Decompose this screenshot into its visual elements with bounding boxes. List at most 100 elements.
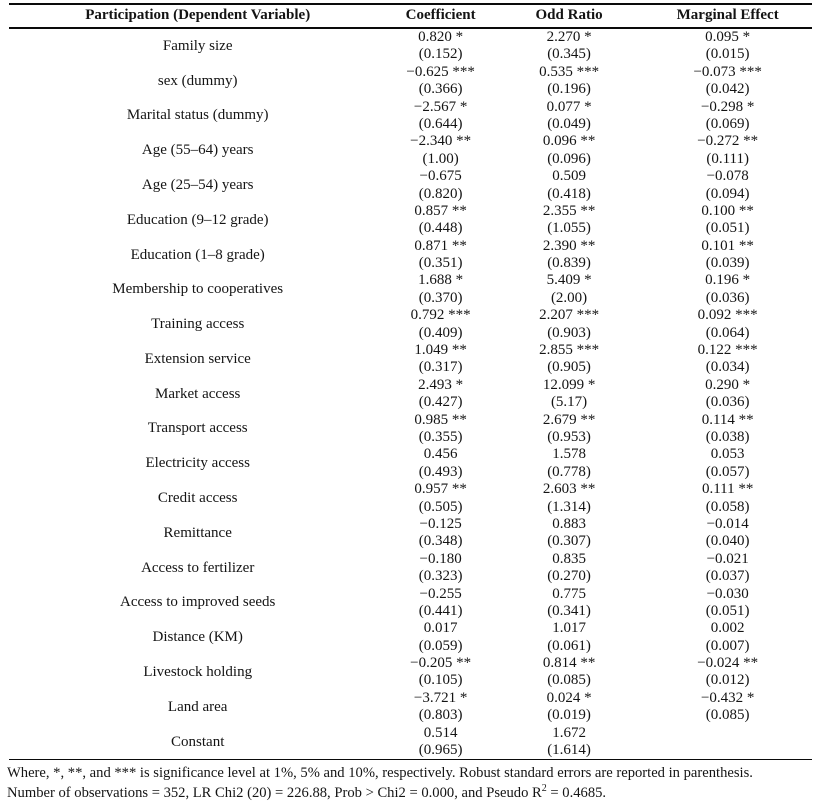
marginal-effect-cell bbox=[643, 725, 812, 760]
coefficient-std-error: (0.803) bbox=[418, 707, 463, 724]
marginal-effect-std-error: (0.036) bbox=[705, 394, 750, 411]
marginal-effect-cell: −0.078 (0.094) bbox=[643, 168, 812, 203]
coefficient-value: 1.049 ** bbox=[414, 342, 467, 359]
coefficient-value: −0.180 bbox=[419, 550, 462, 567]
variable-label: Remittance bbox=[163, 524, 232, 541]
model-stats-text: Number of observations = 352, LR Chi2 (2… bbox=[7, 784, 542, 801]
marginal-effect-std-error: (0.034) bbox=[705, 359, 750, 376]
coefficient-cell: −0.675 (0.820) bbox=[386, 168, 494, 203]
marginal-effect-std-error bbox=[643, 742, 812, 759]
variable-label: Age (55–64) years bbox=[141, 142, 254, 159]
odd-ratio-cell: 0.509 (0.418) bbox=[495, 168, 644, 203]
coefficient-cell: 0.985 ** (0.355) bbox=[386, 412, 494, 447]
significance-note: Where, *, **, and *** is significance le… bbox=[7, 765, 753, 782]
coefficient-value: −2.340 ** bbox=[410, 133, 472, 150]
odd-ratio-value: 2.603 ** bbox=[542, 481, 596, 498]
variable-label: Distance (KM) bbox=[152, 629, 243, 646]
marginal-effect-value: 0.122 *** bbox=[697, 342, 758, 359]
odd-ratio-value: 2.207 *** bbox=[539, 307, 600, 324]
table-row: Membership to cooperatives 1.688 * (0.37… bbox=[9, 272, 812, 307]
marginal-effect-std-error: (0.064) bbox=[705, 324, 750, 341]
marginal-effect-cell: −0.298 * (0.069) bbox=[643, 99, 812, 134]
marginal-effect-value: 0.095 * bbox=[705, 29, 751, 45]
marginal-effect-std-error: (0.042) bbox=[705, 81, 750, 98]
odd-ratio-std-error: (5.17) bbox=[550, 394, 588, 411]
coefficient-value: −0.205 ** bbox=[410, 655, 472, 672]
odd-ratio-std-error: (0.418) bbox=[547, 185, 591, 202]
odd-ratio-value: 0.883 bbox=[552, 515, 586, 532]
marginal-effect-std-error: (0.015) bbox=[705, 46, 750, 63]
marginal-effect-value: 0.111 ** bbox=[701, 481, 754, 498]
marginal-effect-value: −0.014 bbox=[706, 515, 749, 532]
odd-ratio-value: 1.578 bbox=[552, 446, 586, 463]
coefficient-value: −0.255 bbox=[419, 585, 462, 602]
coefficient-cell: −2.340 ** (1.00) bbox=[386, 133, 494, 168]
marginal-effect-cell: 0.053 (0.057) bbox=[643, 446, 812, 481]
marginal-effect-cell: −0.014 (0.040) bbox=[643, 516, 812, 551]
variable-label: Access to fertilizer bbox=[141, 559, 255, 576]
coefficient-std-error: (0.317) bbox=[418, 359, 463, 376]
coefficient-cell: −2.567 * (0.644) bbox=[386, 99, 494, 134]
variable-label: Constant bbox=[171, 733, 225, 750]
marginal-effect-std-error: (0.036) bbox=[705, 289, 750, 306]
variable-label: Electricity access bbox=[145, 455, 250, 472]
marginal-effect-value: 0.196 * bbox=[705, 272, 751, 289]
marginal-effect-std-error: (0.039) bbox=[705, 255, 750, 272]
odd-ratio-cell: 1.672 (1.614) bbox=[495, 725, 644, 760]
odd-ratio-value: 2.390 ** bbox=[542, 237, 596, 254]
coefficient-cell: −0.255 (0.441) bbox=[386, 586, 494, 621]
marginal-effect-cell: −0.432 * (0.085) bbox=[643, 690, 812, 725]
odd-ratio-std-error: (0.096) bbox=[547, 150, 591, 167]
coefficient-cell: 0.957 ** (0.505) bbox=[386, 481, 494, 516]
marginal-effect-cell: 0.100 ** (0.051) bbox=[643, 203, 812, 238]
marginal-effect-value: −0.432 * bbox=[700, 689, 755, 706]
table-row: Family size 0.820 * (0.152) 2.270 * (0.3… bbox=[9, 28, 812, 64]
variable-label: Membership to cooperatives bbox=[112, 281, 284, 298]
coefficient-value: 0.514 bbox=[423, 724, 458, 741]
coefficient-value: −3.721 * bbox=[413, 689, 468, 706]
odd-ratio-value: 0.535 *** bbox=[539, 63, 600, 80]
odd-ratio-std-error: (0.061) bbox=[547, 637, 591, 654]
table-row: Transport access 0.985 ** (0.355) 2.679 … bbox=[9, 412, 812, 447]
coefficient-cell: 0.871 ** (0.351) bbox=[386, 238, 494, 273]
coefficient-cell: −0.205 ** (0.105) bbox=[386, 655, 494, 690]
odd-ratio-cell: 2.270 * (0.345) bbox=[495, 28, 644, 64]
coefficient-value: 1.688 * bbox=[418, 272, 464, 289]
coefficient-std-error: (0.105) bbox=[418, 672, 463, 689]
coefficient-std-error: (0.355) bbox=[418, 428, 463, 445]
table-row: Marital status (dummy) −2.567 * (0.644) … bbox=[9, 99, 812, 134]
table-row: Remittance −0.125 (0.348) 0.883 (0.307) … bbox=[9, 516, 812, 551]
odd-ratio-value: 0.509 bbox=[552, 168, 586, 185]
coefficient-value: 0.792 *** bbox=[410, 307, 471, 324]
odd-ratio-value: 0.775 bbox=[552, 585, 586, 602]
variable-label: Access to improved seeds bbox=[120, 594, 276, 611]
marginal-effect-value: 0.002 bbox=[710, 620, 745, 637]
table-row: Distance (KM) 0.017 (0.059) 1.017 (0.061… bbox=[9, 620, 812, 655]
coefficient-value: 0.857 ** bbox=[414, 202, 467, 219]
table-header: Participation (Dependent Variable) Coeff… bbox=[9, 4, 812, 29]
odd-ratio-std-error: (0.307) bbox=[547, 533, 591, 550]
coefficient-std-error: (0.505) bbox=[418, 498, 463, 515]
table-row: Access to fertilizer −0.180 (0.323) 0.83… bbox=[9, 551, 812, 586]
variable-label: Market access bbox=[155, 385, 241, 402]
marginal-effect-std-error: (0.007) bbox=[705, 637, 750, 654]
model-stats-tail: = 0.4685. bbox=[546, 784, 607, 801]
coefficient-value: 2.493 * bbox=[418, 376, 464, 393]
variable-label: Livestock holding bbox=[143, 663, 253, 680]
marginal-effect-cell: −0.030 (0.051) bbox=[643, 586, 812, 621]
header-coefficient: Coefficient bbox=[386, 4, 495, 29]
odd-ratio-cell: 0.883 (0.307) bbox=[495, 516, 644, 551]
odd-ratio-value: 5.409 * bbox=[546, 272, 592, 289]
coefficient-value: 0.985 ** bbox=[414, 411, 467, 428]
odd-ratio-std-error: (0.019) bbox=[547, 707, 591, 724]
marginal-effect-std-error: (0.085) bbox=[705, 707, 750, 724]
coefficient-cell: 0.820 * (0.152) bbox=[386, 28, 494, 64]
odd-ratio-cell: 1.017 (0.061) bbox=[495, 620, 644, 655]
odd-ratio-std-error: (0.903) bbox=[547, 324, 591, 341]
coefficient-std-error: (0.493) bbox=[418, 463, 463, 480]
variable-label: sex (dummy) bbox=[157, 72, 238, 89]
table-row: Education (1–8 grade) 0.871 ** (0.351) 2… bbox=[9, 238, 812, 273]
table-row: Electricity access 0.456 (0.493) 1.578 (… bbox=[9, 446, 812, 481]
marginal-effect-value: 0.114 ** bbox=[701, 411, 754, 428]
marginal-effect-value: −0.073 *** bbox=[693, 63, 762, 80]
